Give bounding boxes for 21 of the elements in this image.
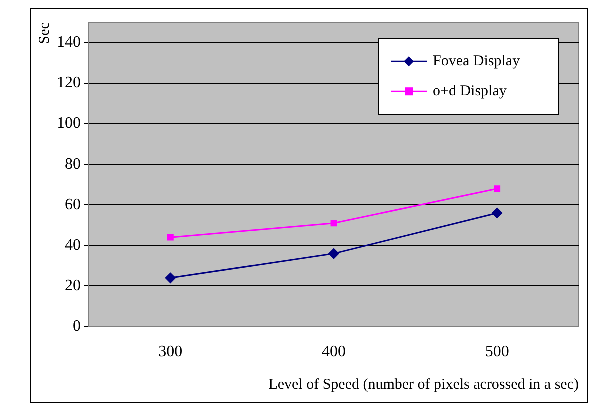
legend-label: o+d Display: [433, 84, 508, 100]
legend-label: Fovea Display: [433, 54, 521, 70]
y-axis-title: Sec: [36, 22, 53, 44]
y-tick-label: 120: [57, 74, 81, 92]
point: [494, 186, 501, 192]
y-tick-label: 80: [65, 156, 81, 173]
y-tick-label: 40: [65, 236, 81, 254]
y-tick-label: 0: [73, 318, 81, 336]
x-tick-label: 400: [322, 344, 346, 361]
point: [167, 234, 174, 241]
x-axis-title: Level of Speed (number of pixels acrossed in a sec): [268, 376, 579, 393]
y-tick-label: 100: [57, 115, 81, 132]
y-tick-label: 140: [57, 34, 81, 52]
y-tick-label: 20: [65, 277, 81, 294]
point: [328, 248, 340, 260]
x-tick-label: 500: [485, 344, 510, 361]
point: [165, 272, 176, 284]
y-tick-label: 60: [65, 196, 81, 214]
point: [492, 208, 503, 218]
x-tick-label: 300: [158, 344, 183, 361]
point: [330, 220, 338, 227]
